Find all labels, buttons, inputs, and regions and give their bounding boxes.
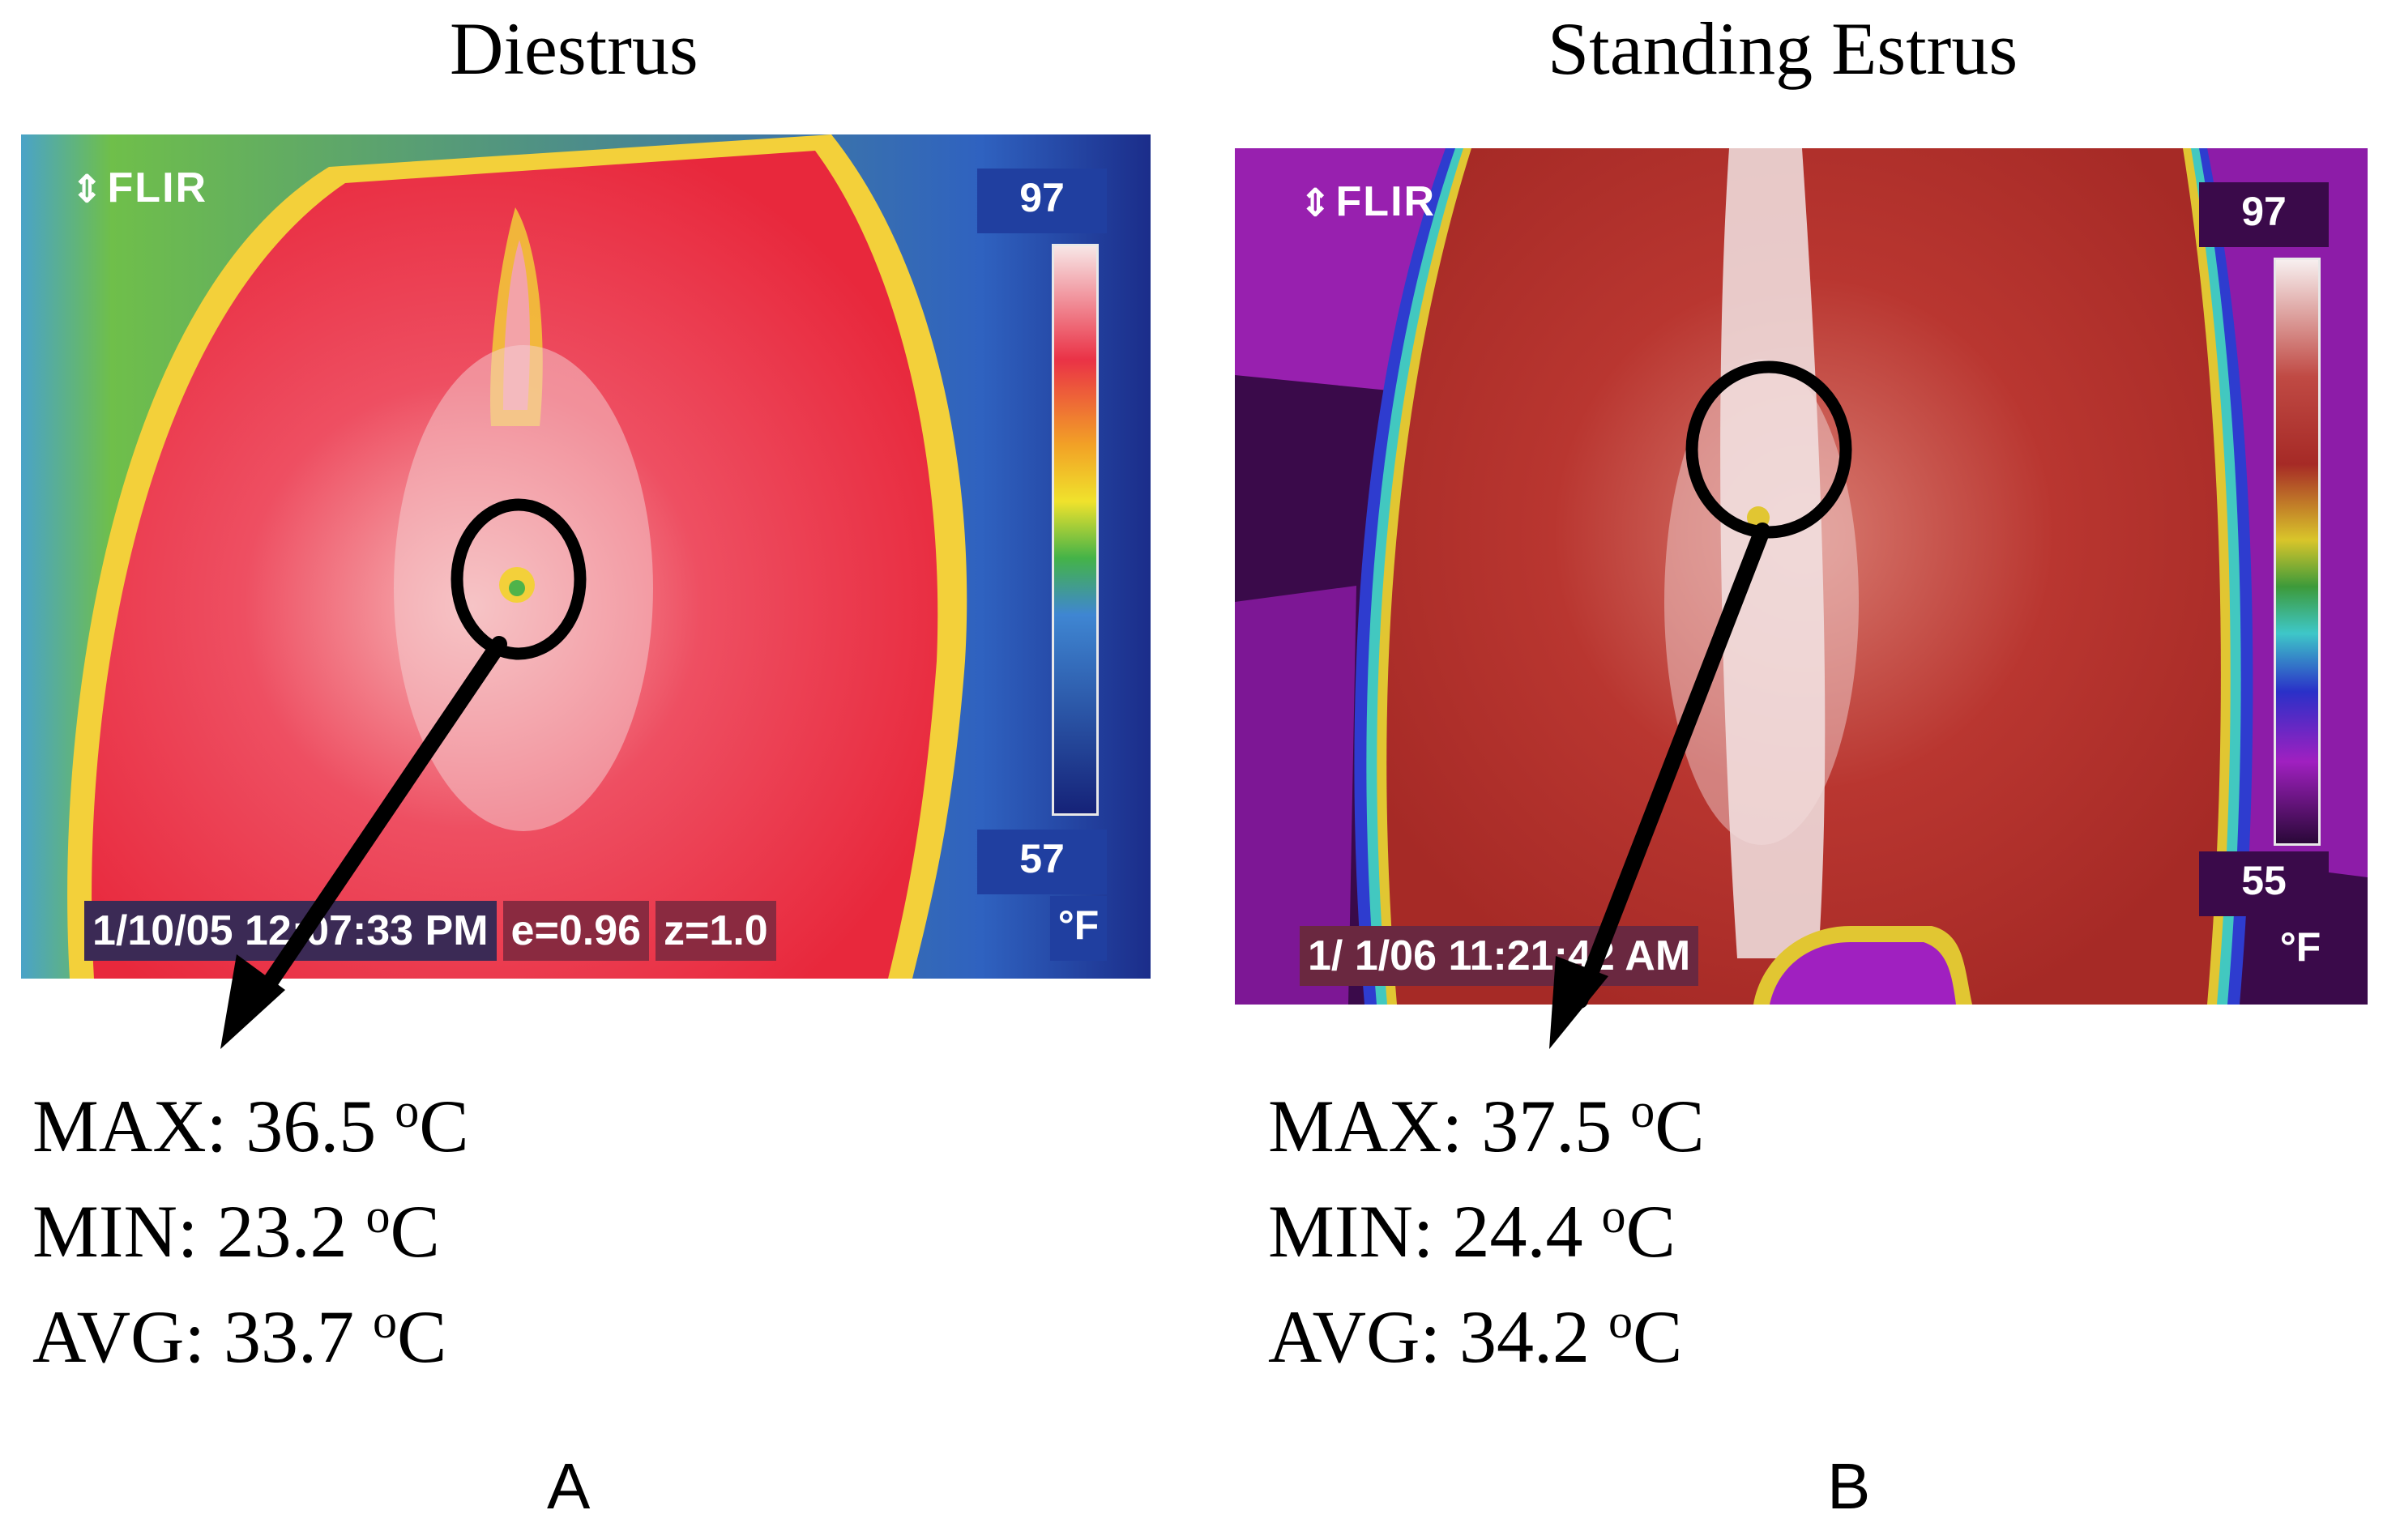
unit-b: °F bbox=[2272, 918, 2329, 983]
arrow-a bbox=[220, 636, 507, 1049]
degree-mark: o bbox=[395, 1084, 420, 1137]
scale-min-a: 57 bbox=[977, 830, 1107, 894]
stat-unit: C bbox=[1655, 1085, 1705, 1167]
stat-min-b: MIN: 24.4 oC bbox=[1268, 1179, 1705, 1284]
stat-unit: C bbox=[1633, 1295, 1683, 1378]
stat-max-a: MAX: 36.5 oC bbox=[32, 1073, 469, 1179]
stat-avg-a: AVG: 33.7 oC bbox=[32, 1284, 469, 1389]
stat-min-a: MIN: 23.2 oC bbox=[32, 1179, 469, 1284]
stat-label: MAX: bbox=[1268, 1085, 1463, 1167]
flir-logo-a: ⇕FLIR bbox=[71, 164, 207, 212]
panel-b-title: Standing Estrus bbox=[1548, 7, 2018, 90]
flir-arrows-icon: ⇕ bbox=[71, 168, 105, 210]
stat-avg-b: AVG: 34.2 oC bbox=[1268, 1284, 1705, 1389]
degree-mark: o bbox=[365, 1189, 391, 1243]
stat-label: AVG: bbox=[1268, 1295, 1441, 1378]
colorbar-b bbox=[2274, 258, 2321, 846]
colorbar-a bbox=[1052, 244, 1099, 816]
flir-logo-b: ⇕FLIR bbox=[1300, 177, 1436, 226]
flir-logo-text-a: FLIR bbox=[107, 164, 208, 211]
arrow-b bbox=[1549, 523, 1770, 1049]
scale-min-b: 55 bbox=[2199, 851, 2329, 916]
flir-logo-text-b: FLIR bbox=[1335, 178, 1437, 225]
thermal-scene-a bbox=[21, 134, 1151, 979]
stat-value: 37.5 bbox=[1481, 1085, 1612, 1167]
degree-mark: o bbox=[373, 1295, 398, 1348]
stat-value: 23.2 bbox=[216, 1190, 348, 1273]
stat-value: 34.2 bbox=[1459, 1295, 1591, 1378]
thermal-image-b: ⇕FLIR 97 55 °F 1/ 1/06 11:21:42 AM bbox=[1235, 148, 2368, 1005]
stat-unit: C bbox=[419, 1085, 469, 1167]
thermal-image-a: ⇕FLIR 97 57 °F 1/10/05 12:07:33 PM e=0.9… bbox=[21, 134, 1151, 979]
stat-label: MIN: bbox=[32, 1190, 199, 1273]
stat-value: 36.5 bbox=[246, 1085, 377, 1167]
scale-max-a: 97 bbox=[977, 169, 1107, 233]
panel-label-b: B bbox=[1827, 1450, 1871, 1522]
stats-b: MAX: 37.5 oC MIN: 24.4 oC AVG: 34.2 oC bbox=[1268, 1073, 1705, 1389]
roi-circle-a bbox=[451, 498, 587, 660]
degree-mark: o bbox=[1601, 1189, 1626, 1243]
thermal-scene-b bbox=[1235, 148, 2368, 1005]
stat-value: 33.7 bbox=[224, 1295, 355, 1378]
roi-circle-b bbox=[1685, 360, 1852, 539]
panel-label-a: A bbox=[547, 1450, 591, 1522]
stat-max-b: MAX: 37.5 oC bbox=[1268, 1073, 1705, 1179]
stat-label: MAX: bbox=[32, 1085, 228, 1167]
unit-a: °F bbox=[1050, 896, 1107, 961]
stat-value: 24.4 bbox=[1452, 1190, 1583, 1273]
flir-arrows-icon: ⇕ bbox=[1300, 181, 1333, 224]
zoom-a: z=1.0 bbox=[656, 901, 776, 961]
emissivity-a: e=0.96 bbox=[502, 901, 650, 961]
stat-unit: C bbox=[1625, 1190, 1676, 1273]
stat-unit: C bbox=[390, 1190, 440, 1273]
degree-mark: o bbox=[1630, 1084, 1655, 1137]
stat-label: MIN: bbox=[1268, 1190, 1434, 1273]
panel-a-title: Diestrus bbox=[450, 7, 698, 90]
scale-max-b: 97 bbox=[2199, 182, 2329, 247]
degree-mark: o bbox=[1608, 1295, 1634, 1348]
stat-unit: C bbox=[397, 1295, 447, 1378]
stats-a: MAX: 36.5 oC MIN: 23.2 oC AVG: 33.7 oC bbox=[32, 1073, 469, 1389]
info-strip-b: 1/ 1/06 11:21:42 AM bbox=[1300, 926, 1699, 986]
stat-label: AVG: bbox=[32, 1295, 206, 1378]
timestamp-b: 1/ 1/06 11:21:42 AM bbox=[1300, 926, 1699, 986]
